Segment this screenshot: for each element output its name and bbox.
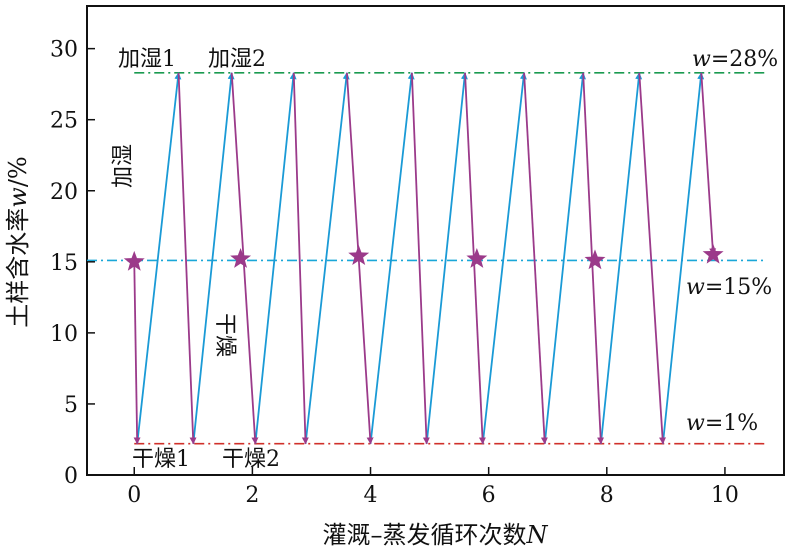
- x-tick-label: 8: [600, 483, 614, 508]
- axis-ticks: 0 2 4 6 8 10 5 10 15 20 25 30 0: [50, 38, 739, 508]
- reference-line-label: w=28%: [692, 47, 778, 72]
- y-tick-label: 5: [64, 393, 78, 418]
- x-axis-title: 灌溉–蒸发循环次数N: [323, 521, 549, 549]
- y-tick-label: 25: [50, 109, 78, 134]
- annotation-wet-vertical: 加湿: [111, 144, 136, 188]
- star-point: [584, 249, 606, 270]
- wetting-segment: [599, 72, 643, 444]
- y-tick-label: 20: [50, 180, 78, 205]
- star-point: [230, 247, 252, 268]
- star-point: [348, 245, 370, 266]
- wetting-segment: [662, 72, 705, 444]
- annotation-wet2: 加湿2: [208, 47, 266, 72]
- wetting-segment: [481, 72, 527, 444]
- drying-segment: [177, 72, 197, 445]
- y-tick-label: 0: [64, 464, 78, 489]
- wetting-segment: [254, 72, 297, 444]
- wetting-segment: [304, 72, 350, 444]
- reference-line-label: w=1%: [686, 411, 758, 436]
- drying-segment: [700, 72, 717, 256]
- annotation-dry1: 干燥1: [132, 447, 190, 472]
- wetting-segment: [543, 72, 587, 444]
- annotation-wet1: 加湿1: [118, 47, 176, 72]
- star-markers: [123, 243, 724, 271]
- star-point: [702, 243, 724, 264]
- drying-segment: [133, 261, 141, 445]
- reference-lines: [87, 71, 767, 445]
- x-tick-label: 2: [245, 483, 259, 508]
- star-point: [466, 247, 488, 268]
- drying-segment: [410, 72, 430, 445]
- wetting-segment: [369, 72, 415, 444]
- wetting-segment: [136, 72, 182, 444]
- y-axis-title: 土样含水率w/%: [4, 156, 32, 327]
- reference-line-label: w=15%: [686, 275, 772, 300]
- reference-labels: w=28% w=15% w=1%: [686, 47, 778, 436]
- wetting-segment: [192, 72, 235, 444]
- x-tick-label: 4: [364, 483, 378, 508]
- annotation-dry2: 干燥2: [222, 447, 280, 472]
- x-tick-label: 6: [482, 483, 496, 508]
- wetting-paths: [136, 72, 705, 444]
- drying-segment: [292, 72, 309, 445]
- y-tick-label: 15: [50, 251, 78, 276]
- drying-segment: [638, 72, 667, 445]
- wetting-segment: [425, 72, 468, 444]
- star-point: [123, 250, 145, 271]
- x-tick-label: 0: [127, 483, 141, 508]
- drying-paths: [133, 72, 717, 445]
- plot-frame: [86, 5, 785, 476]
- drying-segment: [523, 72, 548, 445]
- x-tick-label: 10: [711, 483, 739, 508]
- y-tick-label: 30: [50, 38, 78, 63]
- annotation-dry-vertical: 干燥: [212, 313, 237, 357]
- y-tick-label: 10: [50, 322, 78, 347]
